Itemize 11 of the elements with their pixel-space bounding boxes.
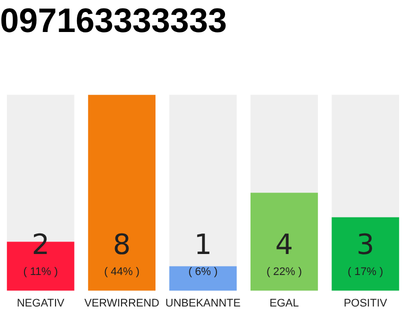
chart-title: 097163333333	[0, 2, 227, 40]
x-tick-label: POSITIV	[344, 297, 388, 310]
data-label: 4 ( 22% )	[266, 228, 302, 278]
x-tick-label: VERWIRREND	[84, 297, 160, 310]
data-label: 1 ( 6% )	[188, 228, 218, 278]
data-label: 8 ( 44% )	[104, 228, 140, 278]
x-tick-label: UNBEKANNTE	[165, 297, 241, 310]
x-tick-label: NEGATIV	[16, 297, 65, 310]
bar	[169, 266, 237, 291]
data-label: 3 ( 17% )	[348, 228, 384, 278]
x-tick-label: EGAL	[270, 297, 299, 310]
